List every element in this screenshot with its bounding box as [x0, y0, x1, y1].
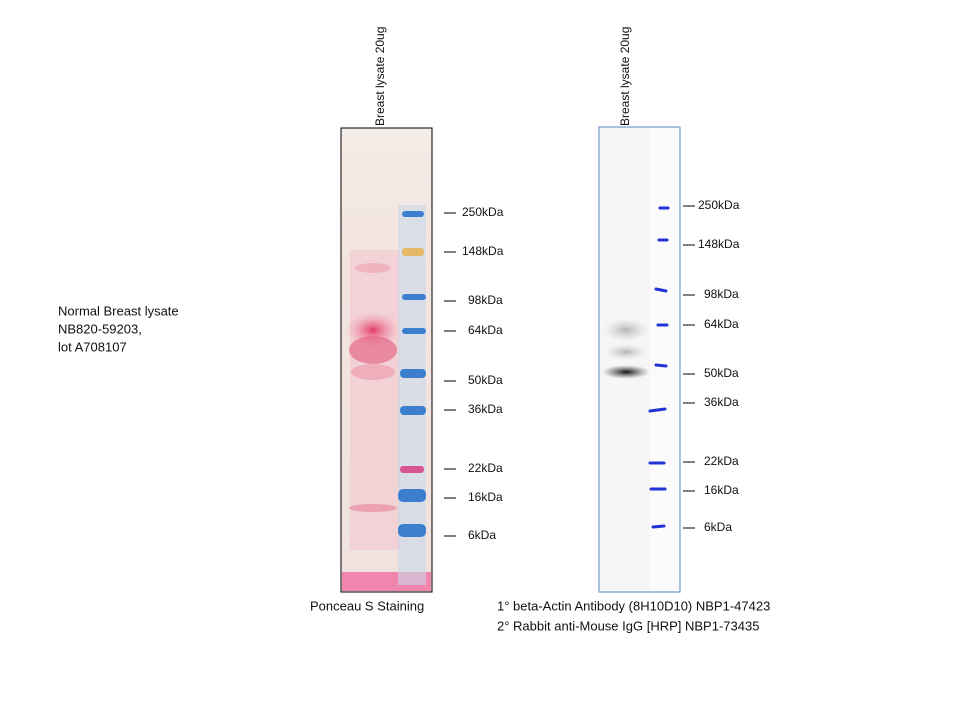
marker-label: 36kDa [468, 402, 503, 416]
marker-label: 98kDa [468, 293, 503, 307]
western-gel [598, 126, 681, 593]
marker-label: 22kDa [468, 461, 503, 475]
marker-label: 148kDa [698, 237, 740, 251]
marker-label: 148kDa [462, 244, 504, 258]
marker-label: 50kDa [704, 366, 739, 380]
caption: 1° beta-Actin Antibody (8H10D10) NBP1-47… [497, 598, 770, 613]
marker-label: 98kDa [704, 287, 739, 301]
marker-label: 50kDa [468, 373, 503, 387]
lane-label: Breast lysate 20ug [618, 27, 632, 126]
marker-label: 64kDa [704, 317, 739, 331]
marker-label: 36kDa [704, 395, 739, 409]
lane-label: Breast lysate 20ug [373, 27, 387, 126]
marker-label: 250kDa [462, 205, 504, 219]
marker-label: 16kDa [468, 490, 503, 504]
side-label: lot A708107 [58, 339, 127, 354]
marker-label: 6kDa [704, 520, 732, 534]
marker-label: 22kDa [704, 454, 739, 468]
side-label: NB820-59203, [58, 321, 142, 336]
marker-label: 64kDa [468, 323, 503, 337]
side-label: Normal Breast lysate [58, 303, 179, 318]
ponceau-gel [340, 127, 433, 593]
caption: 2° Rabbit anti-Mouse IgG [HRP] NBP1-7343… [497, 618, 759, 633]
marker-label: 16kDa [704, 483, 739, 497]
marker-label: 6kDa [468, 528, 496, 542]
caption: Ponceau S Staining [310, 598, 424, 613]
marker-label: 250kDa [698, 198, 740, 212]
